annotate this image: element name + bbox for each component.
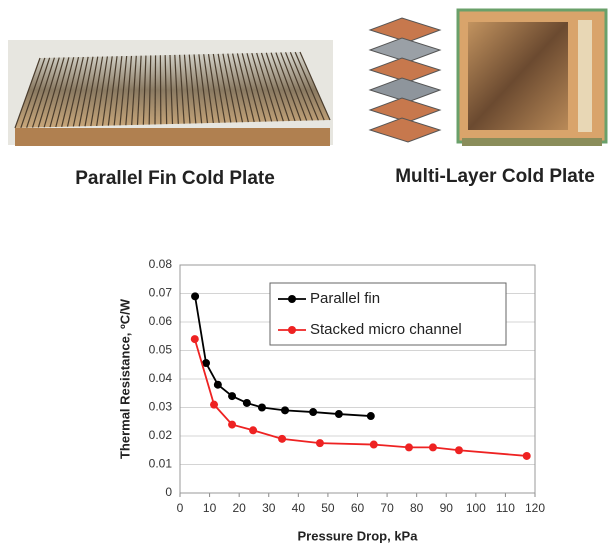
x-tick-label: 100 [466,501,486,515]
data-point [316,439,324,447]
caption: Multi-Layer Cold Plate [395,166,595,187]
series-line [195,339,527,456]
x-tick-label: 70 [380,501,394,515]
data-point [370,441,378,449]
parallel-fin-photo [8,40,333,146]
x-tick-label: 10 [203,501,217,515]
y-tick-label: 0.04 [149,371,173,385]
data-point [228,421,236,429]
x-tick-label: 30 [262,501,276,515]
legend-marker [288,326,296,334]
chart: 0 0.01 0.02 0.03 0.04 0.05 0.06 0.07 0.08 0 10 20 30… [117,257,545,543]
data-point [249,426,257,434]
x-axis-label: Pressure Drop, kPa [298,528,419,543]
data-point [455,446,463,454]
y-tick-label: 0.01 [149,457,173,471]
x-tick-label: 20 [232,501,246,515]
y-tick-label: 0.03 [149,400,173,414]
page: Parallel Fin Cold Plate Multi-Layer Cold… [0,0,615,552]
y-axis-label: Thermal Resistance, ºC/W [117,298,132,459]
x-tick-label: 110 [496,501,515,515]
y-tick-label: 0.08 [149,257,173,271]
x-tick-label: 60 [351,501,365,515]
data-point [228,392,236,400]
data-point [335,410,343,418]
y-tick-label: 0.06 [149,314,173,328]
y-tick-label: 0.05 [149,343,173,357]
data-point [191,292,199,300]
data-point [367,412,375,420]
x-tick-label: 120 [525,501,545,515]
data-point [405,443,413,451]
data-point [429,443,437,451]
x-tick-label: 50 [321,501,335,515]
multi-layer-photo [370,10,606,146]
data-point [243,399,251,407]
data-point [258,404,266,412]
legend-marker [288,295,296,303]
figure: Parallel Fin Cold Plate Multi-Layer Cold… [0,0,615,552]
x-tick-label: 90 [440,501,454,515]
y-tick-label: 0.02 [149,428,173,442]
legend-label: Stacked micro channel [310,321,462,338]
y-tick-label: 0.07 [149,286,173,300]
data-point [309,408,317,416]
data-point [281,406,289,414]
data-point [191,335,199,343]
x-tick-label: 40 [292,501,306,515]
x-tick-label: 80 [410,501,424,515]
x-tick-label: 0 [177,501,184,515]
legend-label: Parallel fin [310,290,380,307]
y-tick-label: 0 [165,485,172,499]
data-point [214,381,222,389]
data-point [523,452,531,460]
data-point [278,435,286,443]
caption: Parallel Fin Cold Plate [75,168,275,189]
data-point [210,401,218,409]
